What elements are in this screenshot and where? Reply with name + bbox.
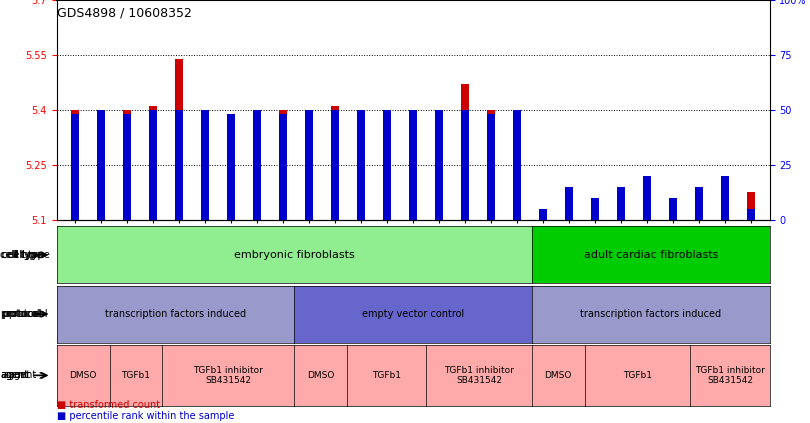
Bar [331, 106, 339, 220]
Bar [383, 110, 391, 220]
Text: agent: agent [2, 371, 30, 380]
Bar [409, 110, 417, 220]
Bar [748, 209, 755, 220]
Bar [201, 110, 209, 220]
Text: agent: agent [8, 371, 36, 380]
Text: ■ percentile rank within the sample: ■ percentile rank within the sample [57, 411, 234, 421]
Bar [305, 110, 313, 220]
Text: TGFb1: TGFb1 [623, 371, 652, 380]
Text: DMSO: DMSO [307, 371, 335, 380]
Bar [97, 110, 104, 220]
Bar [305, 110, 313, 220]
Bar [539, 209, 547, 220]
Bar [227, 114, 235, 220]
Text: cell type: cell type [1, 250, 43, 260]
Bar [514, 110, 521, 220]
Bar [722, 176, 729, 220]
Bar [461, 110, 469, 220]
Bar [514, 110, 521, 220]
Bar [488, 114, 495, 220]
Text: ■ transformed count: ■ transformed count [57, 400, 160, 410]
Text: DMSO: DMSO [544, 371, 572, 380]
Bar [357, 110, 365, 220]
Text: DMSO: DMSO [70, 371, 96, 380]
Bar [669, 214, 677, 220]
Text: TGFb1: TGFb1 [122, 371, 151, 380]
Bar [97, 110, 104, 220]
Bar [565, 214, 573, 220]
Bar [149, 110, 157, 220]
Bar [383, 110, 391, 220]
Bar [591, 198, 599, 220]
Bar [357, 110, 365, 220]
Bar [149, 106, 157, 220]
Bar [227, 117, 235, 220]
Text: protocol: protocol [0, 309, 40, 319]
Bar [279, 110, 287, 220]
Text: cell type: cell type [8, 250, 50, 260]
Bar [461, 84, 469, 220]
Bar [617, 214, 625, 220]
Text: empty vector control: empty vector control [362, 309, 464, 319]
Bar [617, 187, 625, 220]
Bar [123, 114, 131, 220]
Text: protocol: protocol [1, 309, 41, 319]
Text: agent: agent [0, 371, 28, 380]
Bar [591, 214, 599, 220]
Bar [331, 110, 339, 220]
Bar [643, 214, 651, 220]
Text: protocol: protocol [8, 309, 48, 319]
Text: TGFb1 inhibitor
SB431542: TGFb1 inhibitor SB431542 [695, 366, 765, 385]
Bar [71, 110, 79, 220]
Bar [722, 214, 729, 220]
Bar [175, 59, 183, 220]
Bar [435, 110, 443, 220]
Text: adult cardiac fibroblasts: adult cardiac fibroblasts [583, 250, 718, 260]
Bar [539, 214, 547, 220]
Bar [409, 110, 417, 220]
Text: GDS4898 / 10608352: GDS4898 / 10608352 [57, 6, 192, 19]
Bar [123, 110, 131, 220]
Bar [695, 214, 703, 220]
Bar [643, 176, 651, 220]
Text: cell type: cell type [2, 250, 44, 260]
Bar [175, 110, 183, 220]
Bar [695, 187, 703, 220]
Text: transcription factors induced: transcription factors induced [580, 309, 721, 319]
Bar [253, 110, 261, 220]
Text: transcription factors induced: transcription factors induced [105, 309, 246, 319]
Bar [279, 114, 287, 220]
Bar [435, 110, 443, 220]
Text: protocol: protocol [2, 309, 41, 319]
Bar [748, 192, 755, 220]
Bar [253, 110, 261, 220]
Text: embryonic fibroblasts: embryonic fibroblasts [234, 250, 355, 260]
Bar [488, 110, 495, 220]
Text: agent: agent [1, 371, 29, 380]
Text: cell type: cell type [0, 250, 42, 260]
Bar [565, 187, 573, 220]
Bar [201, 110, 209, 220]
Text: TGFb1 inhibitor
SB431542: TGFb1 inhibitor SB431542 [194, 366, 263, 385]
Text: TGFb1: TGFb1 [373, 371, 401, 380]
Bar [71, 114, 79, 220]
Bar [669, 198, 677, 220]
Text: TGFb1 inhibitor
SB431542: TGFb1 inhibitor SB431542 [444, 366, 514, 385]
